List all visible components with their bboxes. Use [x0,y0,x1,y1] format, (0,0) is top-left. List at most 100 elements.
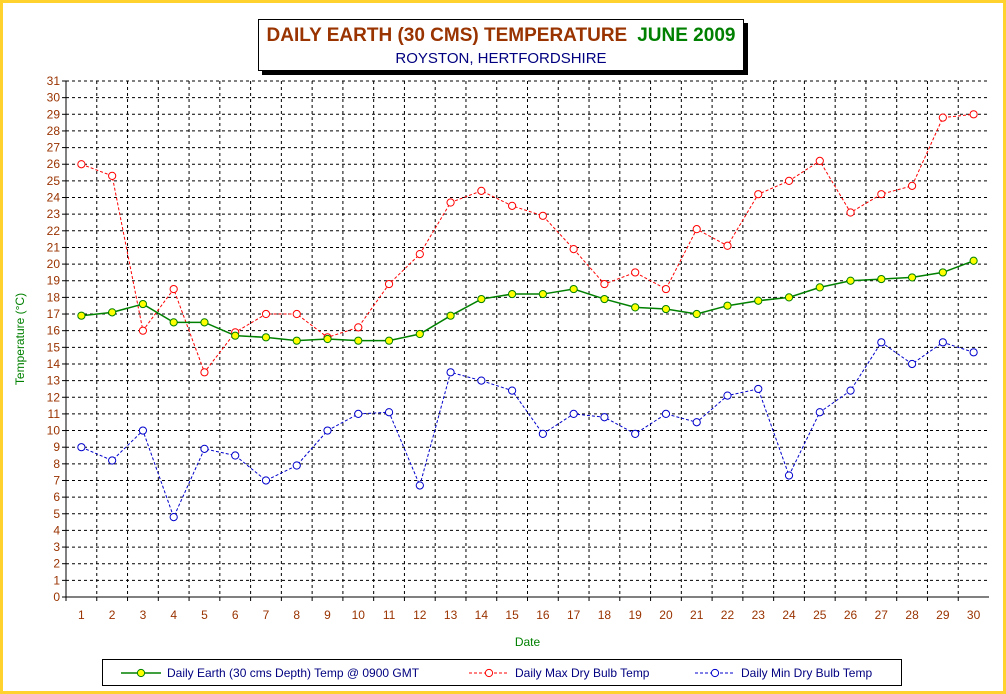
x-tick-label: 7 [263,608,270,622]
data-point-max [508,201,517,210]
x-tick-label: 18 [598,608,612,622]
x-tick-label: 15 [505,608,519,622]
data-point-min [938,338,947,347]
data-point-max [138,326,148,335]
series-line-max [81,113,974,374]
series-line-earth [81,260,974,342]
legend-label-min: Daily Min Dry Bulb Temp [741,665,873,680]
data-point-earth [77,311,86,320]
data-point-min [631,429,640,438]
data-point-min [200,444,209,453]
data-point-min [323,426,332,435]
x-tick-label: 12 [413,608,427,622]
x-tick-label: 26 [844,608,858,622]
y-tick-label: 12 [47,390,61,404]
data-point-max [77,160,86,169]
data-point-max [661,284,671,294]
data-point-min [138,426,148,435]
data-point-max [415,250,424,259]
data-point-max [938,113,947,122]
data-point-max [169,284,178,294]
data-point-earth [723,301,732,310]
data-point-earth [569,284,578,294]
data-point-max [600,279,609,289]
data-point-earth [692,309,701,319]
x-tick-label: 25 [813,608,827,622]
x-tick-label: 9 [324,608,331,622]
series-line-min [81,341,974,519]
y-tick-label: 24 [47,191,61,205]
y-tick-label: 4 [53,523,60,537]
y-tick-label: 15 [47,340,61,354]
data-point-earth [508,289,517,299]
data-point-min [969,348,978,357]
y-tick-label: 5 [53,507,60,521]
y-tick-label: 19 [47,274,61,288]
chart-title: DAILY EARTH (30 CMS) TEMPERATURE JUNE 200… [259,25,743,47]
y-tick-label: 0 [53,590,60,604]
y-tick-label: 6 [53,490,60,504]
x-tick-label: 17 [567,608,581,622]
y-tick-label: 31 [47,74,61,88]
data-point-max [784,176,794,185]
y-tick-label: 1 [53,573,60,587]
data-point-earth [323,334,332,344]
y-tick-label: 25 [47,174,61,188]
data-point-min [446,368,455,377]
data-point-earth [384,336,394,345]
data-point-earth [815,283,824,292]
data-point-min [477,376,486,385]
data-point-earth [938,268,947,277]
data-point-min [169,513,178,522]
data-point-max [631,268,640,277]
legend-min-swatch [695,668,735,677]
x-tick-label: 13 [444,608,458,622]
y-tick-label: 9 [53,440,60,454]
legend-item-min: Daily Min Dry Bulb Temp [695,660,872,685]
data-point-min [415,481,424,490]
y-tick-label: 8 [53,457,60,471]
x-tick-label: 11 [383,608,396,622]
x-tick-label: 16 [536,608,550,622]
y-tick-label: 7 [53,473,60,487]
data-point-earth [169,318,178,327]
x-tick-label: 6 [232,608,239,622]
data-point-earth [969,256,978,265]
legend-item-earth: Daily Earth (30 cms Depth) Temp @ 0900 G… [121,660,419,685]
x-tick-label: 24 [782,608,796,622]
x-tick-label: 10 [352,608,366,622]
y-tick-label: 26 [47,157,61,171]
data-point-earth [538,289,547,299]
data-point-min [292,461,301,470]
y-axis-title: Temperature (°C) [13,293,27,385]
x-tick-label: 30 [967,608,981,622]
x-tick-label: 23 [752,608,766,622]
data-point-max [877,190,886,199]
x-tick-label: 29 [936,608,950,622]
x-tick-label: 14 [475,608,489,622]
y-tick-label: 10 [47,424,61,438]
data-point-earth [261,333,271,342]
data-point-min [754,384,763,394]
y-tick-label: 16 [47,324,61,338]
y-tick-label: 13 [47,374,61,388]
data-point-max [354,323,363,332]
chart-title-month: JUNE 2009 [637,25,736,46]
data-point-earth [108,308,117,317]
legend-max-swatch [469,668,509,677]
y-tick-label: 17 [47,307,61,321]
y-tick-label: 2 [53,557,60,571]
data-point-earth [877,274,886,284]
y-tick-label: 29 [47,107,61,121]
y-tick-label: 18 [47,290,61,304]
data-point-min [538,429,547,438]
x-tick-label: 3 [140,608,147,622]
data-point-min [815,408,824,417]
x-tick-label: 19 [629,608,643,622]
y-tick-label: 14 [47,357,61,371]
x-tick-label: 5 [201,608,208,622]
data-point-max [907,181,917,190]
x-axis-title: Date [515,635,541,649]
chart-subtitle: ROYSTON, HERTFORDSHIRE [395,50,607,67]
